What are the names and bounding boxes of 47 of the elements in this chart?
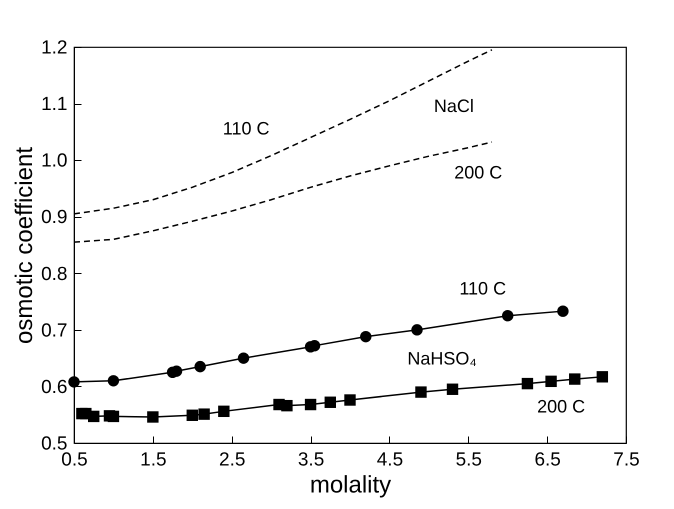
x-tick-label: 7.5 — [613, 450, 640, 470]
point — [360, 330, 372, 342]
point — [596, 371, 608, 383]
point — [218, 406, 230, 418]
y-tick-label: 0.6 — [41, 376, 68, 398]
point — [415, 386, 427, 398]
point — [324, 396, 336, 408]
point — [522, 378, 534, 390]
point — [569, 373, 580, 385]
series-label: 110 C — [222, 118, 270, 139]
point — [108, 410, 120, 422]
y-tick-label: 1.2 — [41, 38, 68, 58]
y-tick-label: 0.7 — [41, 320, 68, 342]
point — [147, 411, 159, 423]
point — [238, 352, 250, 364]
x-tick-label: 2.5 — [219, 450, 246, 470]
y-axis-title: osmotic coefficient — [11, 146, 38, 344]
point — [88, 410, 100, 422]
x-tick-label: 4.5 — [376, 450, 404, 470]
series-label: 110 C — [459, 278, 506, 299]
x-tick-label: 3.5 — [298, 450, 324, 470]
point — [545, 376, 557, 388]
y-tick-label: 0.8 — [41, 264, 68, 285]
point — [108, 375, 120, 386]
x-tick-label: 1.5 — [140, 450, 167, 470]
point — [411, 324, 423, 336]
point — [557, 306, 569, 317]
point — [281, 400, 293, 412]
point — [502, 310, 514, 322]
point — [194, 360, 206, 372]
x-tick-label: 0.5 — [61, 450, 88, 470]
point — [186, 410, 198, 421]
y-tick-label: 1.0 — [41, 150, 68, 172]
point — [198, 408, 210, 420]
point — [68, 376, 80, 388]
annotation: NaHSO₄ — [407, 348, 477, 369]
point — [304, 398, 316, 410]
x-tick-label: 5.5 — [456, 450, 482, 470]
series-label: 200 C — [537, 396, 586, 416]
x-axis-title: molality — [310, 472, 392, 498]
y-tick-label: 1.1 — [41, 94, 68, 116]
annotation: NaCl — [434, 96, 474, 116]
x-tick-label: 6.5 — [534, 450, 561, 470]
point — [446, 384, 458, 395]
point — [344, 394, 356, 406]
y-tick-label: 0.9 — [41, 207, 68, 228]
series-label: 200 C — [454, 162, 502, 183]
